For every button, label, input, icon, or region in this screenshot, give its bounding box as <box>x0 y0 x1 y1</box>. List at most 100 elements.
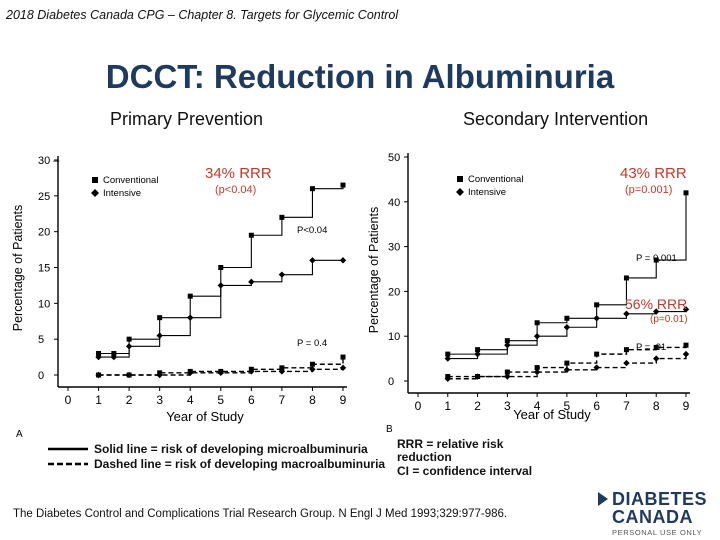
chart-b: 0 10 20 30 40 50 0 1 2 3 4 5 6 7 8 9 Year of Study Percen… <box>367 152 690 435</box>
data-point-diamond <box>653 308 660 315</box>
data-point-diamond <box>248 278 255 286</box>
data-point-diamond <box>248 368 255 375</box>
data-point-square <box>279 365 285 371</box>
data-point-square <box>111 351 117 356</box>
data-point-square <box>594 302 600 308</box>
right-panel-heading: Secondary Intervention <box>463 109 649 129</box>
legend-marker-square <box>92 177 98 183</box>
data-point-diamond <box>623 359 630 367</box>
data-point-square <box>594 351 600 357</box>
data-point-diamond <box>593 364 600 371</box>
data-point-square <box>309 361 315 367</box>
legend-label: Intensive <box>468 187 506 198</box>
data-point-square <box>157 315 163 321</box>
header-subtitle: 2018 Diabetes Canada CPG – Chapter 8. Ta… <box>6 8 399 22</box>
x-tick-label: 1 <box>444 399 451 413</box>
data-point-diamond <box>474 350 481 358</box>
x-axis-label: Year of Study <box>166 409 244 424</box>
legend-label: Conventional <box>103 175 158 186</box>
x-tick-label: 0 <box>65 393 72 407</box>
data-point-square <box>475 347 481 353</box>
data-point-diamond <box>339 257 347 264</box>
dashed-line-note: Dashed line = risk of developing macroal… <box>94 457 386 471</box>
data-point-square <box>218 265 224 270</box>
data-point-diamond <box>339 364 347 372</box>
legend-label: Conventional <box>468 174 523 185</box>
rrr-label-b2: 56% RRR <box>625 296 688 312</box>
data-point-diamond <box>682 306 690 313</box>
data-point-square <box>653 257 659 263</box>
data-point-diamond <box>653 355 660 362</box>
x-tick-label: 2 <box>126 393 133 407</box>
x-tick-label: 2 <box>474 399 481 413</box>
y-tick-label: 0 <box>38 370 44 382</box>
x-tick-label: 5 <box>564 399 571 413</box>
data-point-square <box>564 360 570 366</box>
x-tick-label: 4 <box>534 399 541 413</box>
rrr-definition-cont: reduction <box>397 450 452 464</box>
data-point-diamond <box>533 333 541 340</box>
data-point-square <box>504 338 510 344</box>
data-point-diamond <box>474 373 481 380</box>
data-point-diamond <box>95 353 102 361</box>
panel-label: A <box>16 429 23 440</box>
y-tick-label: 20 <box>388 286 400 298</box>
slide-title: DCCT: Reduction in Albuminuria <box>105 58 615 95</box>
data-point-square <box>683 342 689 348</box>
x-tick-label: 7 <box>279 393 286 407</box>
data-point-diamond <box>309 366 316 373</box>
x-tick-label: 6 <box>593 399 600 413</box>
data-point-diamond <box>125 371 133 379</box>
y-tick-label: 30 – <box>38 155 60 167</box>
x-tick-label: 9 <box>340 393 347 407</box>
data-point-diamond <box>217 369 224 377</box>
y-tick-label: 0 <box>388 376 394 388</box>
rrr-definition: RRR = relative risk <box>397 437 504 451</box>
rrr-pvalue-b2: (p=0.01) <box>650 314 688 325</box>
data-point-diamond <box>187 369 194 377</box>
x-tick-label: 8 <box>309 393 316 407</box>
y-axis-label: Percentage of Patients <box>11 205 25 331</box>
data-point-diamond <box>95 371 102 379</box>
logo-mark-icon <box>598 492 608 506</box>
x-axis-label: Year of Study <box>513 407 591 422</box>
data-point-square <box>534 365 540 371</box>
data-point-square <box>445 351 451 357</box>
data-point-square <box>623 275 629 281</box>
data-point-diamond <box>156 332 163 339</box>
y-tick-label: 30 <box>388 242 400 254</box>
data-point-square <box>564 315 570 321</box>
data-point-diamond <box>309 257 316 264</box>
data-point-diamond <box>110 353 118 361</box>
y-tick-label: 15 <box>38 263 50 275</box>
chart-a: 0 5 10 15 20 25 30 – 0 1 2 3 4 5 6 7 8 9 Year of Study Per… <box>11 155 347 440</box>
data-point-diamond <box>278 368 286 375</box>
legend-marker-square <box>457 176 463 182</box>
y-tick-label: 5 <box>38 334 44 346</box>
data-point-square <box>340 182 346 188</box>
legend-label: Intensive <box>103 188 141 199</box>
data-point-diamond <box>125 343 133 350</box>
rrr-label-b1: 43% RRR <box>620 165 687 182</box>
data-point-diamond <box>187 314 194 321</box>
data-point-diamond <box>444 355 451 362</box>
y-tick-label: 50 <box>388 152 400 164</box>
data-point-square <box>279 214 285 220</box>
p-value-annotation: P = 0.001 <box>636 253 677 264</box>
p-value-annotation: P = .01 <box>636 342 666 353</box>
x-tick-label: 4 <box>187 393 194 407</box>
data-point-diamond <box>156 371 163 379</box>
solid-line-note: Solid line = risk of developing microalb… <box>94 442 368 456</box>
data-point-diamond <box>504 341 511 349</box>
logo-line-1: DIABETES <box>612 489 708 509</box>
data-point-diamond <box>533 368 541 376</box>
data-point-diamond <box>623 310 630 317</box>
left-panel-heading: Primary Prevention <box>110 109 264 129</box>
rrr-pvalue-b1: (p=0.001) <box>625 184 673 196</box>
data-point-square <box>623 347 629 353</box>
p-value-annotation: P<0.04 <box>297 225 327 236</box>
rrr-pvalue-a: (p<0.04) <box>215 184 257 196</box>
data-point-diamond <box>563 366 571 373</box>
data-point-diamond <box>444 375 451 382</box>
